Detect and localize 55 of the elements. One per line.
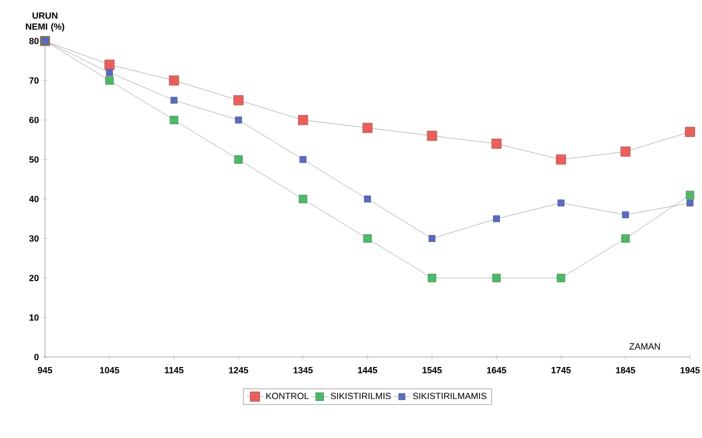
y-tick-label: 10: [30, 314, 39, 321]
point: [622, 211, 629, 218]
y-tick-label: 0: [34, 354, 39, 360]
legend-label: SIKISTIRILMIS: [330, 392, 391, 400]
point: [106, 69, 113, 76]
point: [170, 96, 178, 104]
point: [492, 138, 502, 149]
y-tick-label: 60: [29, 116, 39, 124]
x-tick-label: 1945: [680, 367, 700, 374]
point: [428, 235, 436, 242]
point: [234, 95, 244, 106]
y-tick-label: 70: [29, 77, 39, 84]
point: [104, 60, 114, 70]
point: [235, 116, 242, 124]
point: [362, 122, 373, 133]
x-tick-label: 1445: [358, 367, 378, 374]
point: [298, 115, 308, 126]
x-tick-label: 1645: [487, 367, 506, 374]
y-axis-title: URUN NEMI (%): [26, 12, 64, 32]
point: [234, 155, 243, 164]
y-tick-label: 50: [29, 156, 39, 163]
y-tick-label: 20: [29, 274, 39, 282]
point: [492, 274, 501, 282]
point: [428, 274, 436, 282]
point: [493, 215, 500, 222]
point: [364, 196, 371, 202]
point: [556, 274, 566, 282]
legend-label: SIKISTIRILMAMIS: [412, 392, 486, 400]
x-tick-label: 1845: [616, 367, 636, 374]
point: [620, 146, 631, 157]
y-tick-label: 30: [29, 235, 39, 242]
x-tick-label: 1345: [294, 367, 313, 374]
point: [685, 126, 696, 137]
y-tick-label: 40: [29, 196, 39, 202]
point: [621, 234, 630, 243]
x-tick-label: 1145: [164, 367, 184, 374]
point: [169, 76, 179, 86]
point: [427, 130, 438, 141]
point: [558, 200, 564, 206]
point: [686, 200, 694, 206]
y-tick-label: 80: [29, 38, 39, 44]
x-tick-label: 945: [38, 367, 52, 374]
point: [298, 194, 308, 204]
x-tick-label: 1545: [422, 367, 442, 374]
point: [363, 234, 372, 243]
x-tick-label: 1045: [100, 367, 120, 374]
x-axis-title: ZAMAN: [629, 343, 660, 350]
x-tick-label: 1745: [552, 367, 571, 374]
legend-label: KONTROL: [266, 392, 309, 400]
point: [300, 156, 306, 163]
point: [170, 116, 178, 124]
point: [105, 76, 114, 85]
point: [556, 154, 566, 164]
x-tick-label: 1245: [229, 367, 248, 374]
point: [686, 190, 694, 200]
